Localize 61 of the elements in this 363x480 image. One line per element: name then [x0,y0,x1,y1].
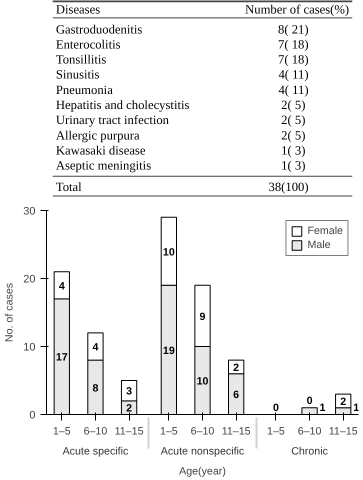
text: 2( 5) [281,128,306,142]
data-label: 1 [320,402,326,414]
data-label: 1 [353,402,360,414]
x-tick-label: 6–10 [84,426,108,438]
text: 2( 5) [281,98,306,112]
x-tick-label: 1–5 [52,426,71,438]
data-label: 10 [196,376,208,388]
text: 38(100) [268,180,309,194]
data-label: 4 [92,342,98,354]
text: 1( 3) [281,158,306,173]
text: 2( 5) [281,113,306,128]
text: Acute nonspecific [160,446,245,458]
data-label: 0 [272,402,279,414]
category-label: Hepatitis and cholecystitis [56,98,190,112]
category-label: Total [56,180,82,194]
category-label: Allergic purpura [56,128,140,142]
category-label: Aseptic meningitis [56,158,152,173]
category-label: Tonsillitis [56,52,106,67]
text: 1( 3) [281,144,306,158]
data-label: 4 [58,280,65,292]
y-tick-label: 20 [23,274,36,286]
text: 4( 11) [278,82,309,97]
data-label: 0 [306,394,313,407]
text: 8( 21) [278,22,309,36]
x-axis-title: Age(year) [179,466,226,478]
text: Acute specific [62,446,129,458]
data-label: 2 [126,402,132,415]
y-tick-label: 30 [23,206,36,218]
text: Number of cases(%) [245,2,350,17]
x-tick-label: 11–15 [222,426,251,438]
x-tick-label: 6–10 [190,426,214,438]
y-axis-title: No. of cases [3,282,16,342]
data-label: 8 [92,382,98,394]
data-label: 10 [162,246,175,258]
x-tick-label: 6–10 [298,426,322,438]
data-label: 3 [126,386,132,398]
category-label: Pneumonia [56,82,114,97]
text: Diseases [56,2,100,17]
category-label: Urinary tract infection [56,113,170,128]
category-label: Gastroduodenitis [56,22,142,36]
x-tick-label: 1–5 [267,426,285,438]
category-label: Enterocolitis [56,37,121,52]
legend-label: Female [307,225,343,237]
x-tick-label: 1–5 [160,426,178,438]
category-label: Sinusitis [56,68,100,82]
x-tick-label: 11–15 [114,426,144,438]
legend-label: Male [307,239,331,251]
text: Chronic [291,446,329,458]
data-label: 2 [340,396,346,408]
text: 7( 18) [278,37,309,52]
y-tick-label: 0 [29,410,36,422]
text: 7( 18) [278,52,309,67]
data-label: 19 [162,344,175,357]
category-label: Kawasaki disease [56,144,146,158]
data-label: 6 [233,389,240,402]
data-label: 9 [200,310,206,323]
text: 4( 11) [278,68,309,82]
data-label: 2 [233,362,240,374]
y-tick-label: 10 [23,342,36,354]
data-label: 17 [56,352,68,364]
x-tick-label: 11–15 [328,426,358,438]
